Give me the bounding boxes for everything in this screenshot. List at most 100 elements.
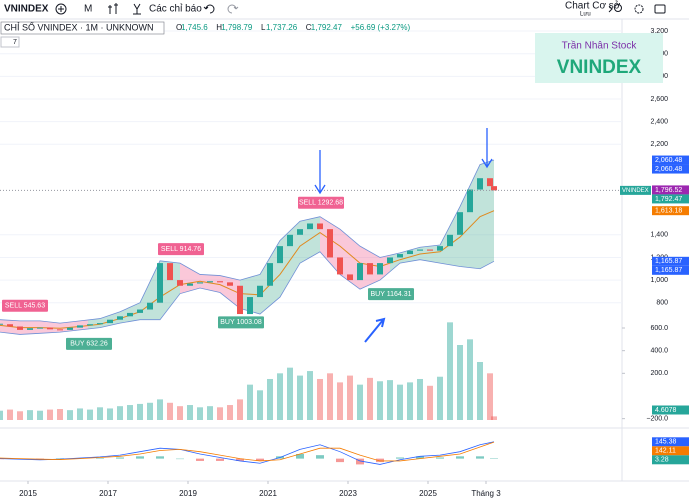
candle <box>287 234 293 247</box>
chart-type-button[interactable] <box>108 3 118 14</box>
macd-hist <box>476 456 484 459</box>
volume-bar <box>87 409 93 420</box>
volume-bar <box>27 410 33 420</box>
candle <box>17 326 23 330</box>
settings-button[interactable] <box>634 4 644 14</box>
watermark-author: Trần Nhân Stock <box>562 40 638 52</box>
candle <box>107 319 113 324</box>
candle <box>187 283 193 286</box>
signal-label: BUY 632.26 <box>70 341 108 348</box>
volume-bar <box>237 399 243 420</box>
signal-label: BUY 1164.31 <box>371 291 412 298</box>
legend-name: CHỈ SỐ VNINDEX · 1M · UNKNOWN <box>4 21 154 32</box>
ohlc-value: 1,792.47 <box>311 23 343 32</box>
candle <box>117 316 123 320</box>
search-button[interactable] <box>614 4 622 12</box>
macd-tag <box>652 455 689 465</box>
volume-bar <box>347 375 353 420</box>
x-tick-label: Tháng 3 <box>471 489 501 498</box>
indicators-button[interactable]: Các chỉ báo <box>149 3 202 15</box>
volume-bar <box>397 384 403 420</box>
x-tick-label: 2017 <box>99 489 117 498</box>
price-tag-label: 1,792.47 <box>655 196 682 203</box>
symbol-button[interactable]: VNINDEX <box>4 4 49 15</box>
interval-button[interactable]: M <box>84 4 92 15</box>
y-tick-label: 1,000 <box>650 277 668 284</box>
volume-bar <box>277 373 283 420</box>
signal-tag <box>66 337 112 350</box>
snapshot-button[interactable] <box>654 4 666 14</box>
volume-bar <box>317 378 323 420</box>
macd-hist <box>336 458 344 463</box>
candle <box>37 327 43 329</box>
compare-button[interactable] <box>55 3 67 15</box>
candle <box>257 285 263 298</box>
volume-bar <box>57 409 63 420</box>
toolbar <box>0 0 689 19</box>
volume-bar <box>157 399 163 420</box>
candle <box>327 229 333 258</box>
layout-caret[interactable] <box>608 5 613 13</box>
volume-bar <box>447 322 453 420</box>
price-tag-label: 1,613.18 <box>655 208 682 215</box>
macd-hist <box>176 458 184 460</box>
macd-hist <box>416 456 424 459</box>
macd-hist <box>376 458 384 463</box>
ohlc-key: L <box>261 23 266 32</box>
candle <box>337 257 343 275</box>
candle <box>167 263 173 281</box>
signal-tag <box>298 196 344 209</box>
candle <box>457 212 463 235</box>
macd-hist <box>236 458 244 461</box>
signal-tag <box>158 243 204 256</box>
compare-icon <box>58 6 64 12</box>
y-tick-label: 3,200 <box>650 28 668 35</box>
volume-bar <box>217 407 223 420</box>
signal-label: SELL 545.63 <box>5 303 45 310</box>
redo-button[interactable] <box>227 4 239 14</box>
candle <box>387 257 393 264</box>
save-label[interactable]: Lưu <box>580 12 591 18</box>
volume-bar <box>287 367 293 420</box>
watermark-box <box>535 33 663 83</box>
volume-bar <box>377 381 383 420</box>
candle <box>247 297 253 315</box>
candle <box>77 325 83 328</box>
volume-bar <box>257 390 263 420</box>
volume-bar <box>167 402 173 420</box>
plot-area: 3,2003,0002,8002,6002,4002,2001,4001,200… <box>0 19 689 498</box>
macd-hist <box>456 456 464 459</box>
volume-bar <box>207 406 213 420</box>
volume-bar <box>187 405 193 420</box>
y2-tick-label: 400.0 <box>650 348 668 355</box>
annotation-arrow <box>364 317 386 343</box>
price-tag <box>652 155 689 165</box>
macd-hist <box>436 457 444 459</box>
volume-bar <box>457 344 463 420</box>
candle <box>207 281 213 283</box>
undo-button[interactable] <box>203 4 215 14</box>
volume-bar <box>417 378 423 420</box>
price-tag <box>652 206 689 216</box>
legend-chip[interactable] <box>0 36 20 48</box>
volume-bar <box>227 405 233 420</box>
candle <box>87 324 93 326</box>
layout-button[interactable]: Chart Cơ sở <box>565 0 621 12</box>
legend-box <box>0 21 165 35</box>
y2-tick-label: 600.0 <box>650 325 668 332</box>
macd-tag <box>652 446 689 456</box>
volume-bar <box>367 377 373 420</box>
price-tag <box>652 256 689 266</box>
macd-hist <box>296 454 304 459</box>
x-tick-label: 2015 <box>19 489 37 498</box>
volume-bar <box>117 406 123 420</box>
volume-tag-label: 4.6078 <box>655 407 677 414</box>
y2-tick-label: 200.0 <box>650 370 668 377</box>
macd-tag-label: 3.28 <box>655 457 669 464</box>
volume-bar <box>107 408 113 420</box>
candle <box>277 246 283 264</box>
signal-label: SELL 1292.68 <box>299 200 343 207</box>
volume-bar <box>477 361 483 420</box>
candle <box>487 178 493 187</box>
